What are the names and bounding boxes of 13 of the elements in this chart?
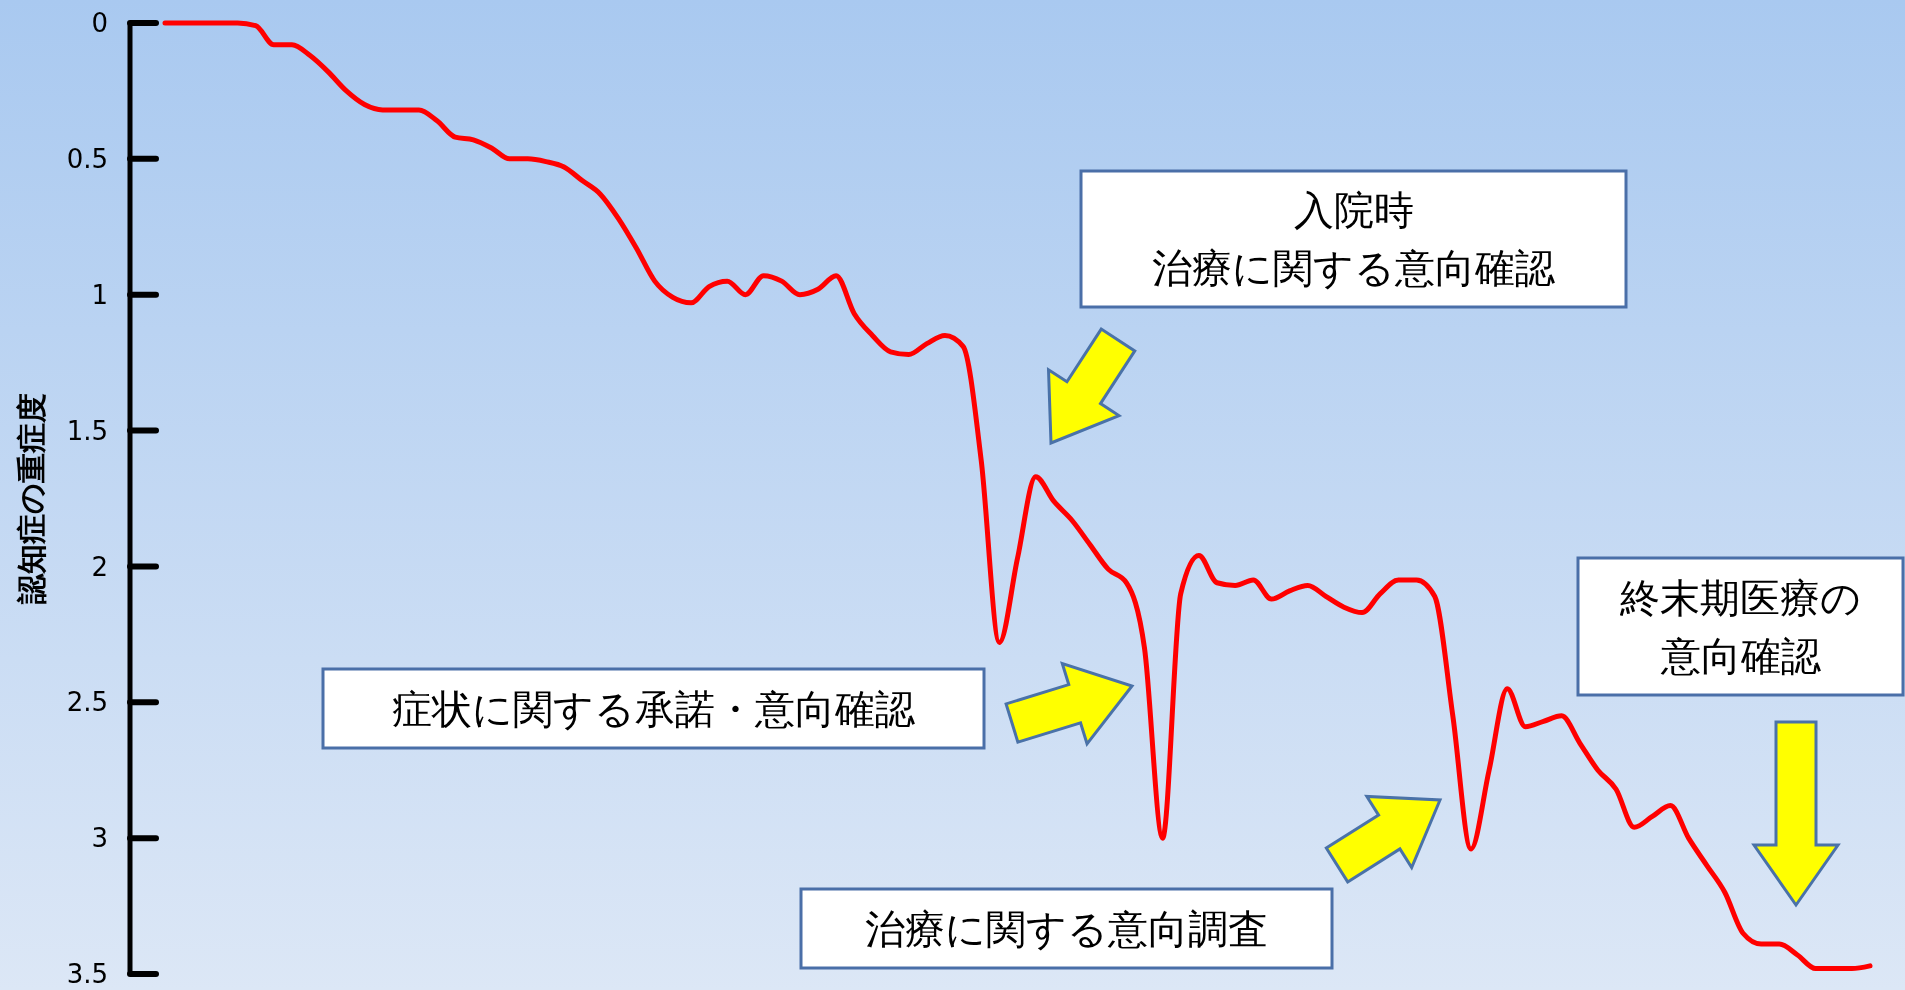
- y-tick-label: 1.5: [66, 415, 108, 446]
- y-tick-label: 0.5: [66, 143, 108, 174]
- annotation: 症状に関する承諾・意向確認: [392, 685, 915, 732]
- y-tick-label: 3: [91, 823, 108, 854]
- y-axis-title: 認知症の重症度: [14, 393, 49, 605]
- annotation: 入院時治療に関する意向確認: [1152, 187, 1555, 291]
- y-tick-label: 2: [91, 551, 108, 582]
- annotation: 終末期医療の意向確認: [1619, 574, 1861, 679]
- y-tick-label: 0: [91, 8, 108, 39]
- y-tick-label: 3.5: [66, 959, 108, 990]
- y-tick-label: 1: [91, 279, 108, 310]
- y-tick-label: 2.5: [66, 687, 108, 718]
- annotation: 治療に関する意向調査: [865, 905, 1268, 952]
